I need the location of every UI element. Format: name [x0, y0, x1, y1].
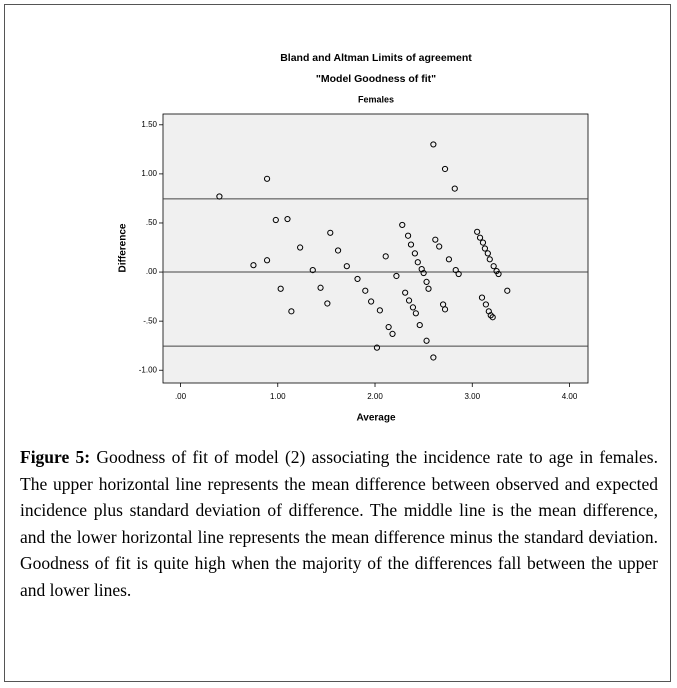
- point: [495, 270, 502, 278]
- point: [445, 256, 453, 263]
- y-axis-label: Difference: [118, 223, 129, 272]
- point: [393, 272, 400, 280]
- point: [354, 275, 361, 283]
- point: [385, 323, 392, 331]
- point: [362, 287, 369, 294]
- chart: Bland and Altman Limits of agreement "Mo…: [118, 52, 589, 424]
- point: [489, 314, 496, 321]
- point: [412, 310, 419, 317]
- point: [436, 243, 443, 250]
- caption: Figure 5: Goodness of fit of model (2) a…: [20, 444, 658, 603]
- point: [479, 239, 487, 246]
- point: [407, 241, 415, 248]
- point: [317, 284, 324, 291]
- point: [451, 185, 458, 192]
- point: [272, 216, 279, 224]
- point: [455, 270, 462, 278]
- point: [277, 285, 284, 292]
- point: [284, 215, 291, 223]
- x-tick-label: 2.00: [367, 392, 383, 401]
- y-tick-label: .50: [146, 218, 158, 227]
- point: [425, 285, 432, 292]
- point: [389, 330, 396, 338]
- point: [420, 269, 427, 277]
- point: [334, 247, 342, 254]
- point: [432, 236, 439, 243]
- x-tick-label: 3.00: [464, 392, 480, 401]
- point: [288, 308, 295, 315]
- point: [409, 304, 417, 311]
- x-tick-label: 4.00: [562, 392, 578, 401]
- point: [430, 354, 437, 361]
- point: [478, 294, 486, 301]
- point: [263, 257, 271, 264]
- caption-text: Goodness of fit of model (2) associating…: [20, 447, 658, 600]
- plot-area: [162, 113, 589, 384]
- point: [452, 266, 459, 274]
- y-tick-label: 1.50: [141, 120, 157, 129]
- point: [404, 232, 412, 239]
- x-axis-label: Average: [356, 413, 396, 424]
- point: [504, 287, 511, 294]
- y-tick-label: .00: [146, 267, 158, 276]
- point: [423, 337, 430, 344]
- chart-subtitle: "Model Goodness of fit": [316, 73, 436, 85]
- point: [309, 266, 316, 274]
- point: [481, 245, 489, 252]
- point: [373, 344, 381, 351]
- y-tick-label: -1.00: [139, 365, 158, 374]
- point: [368, 298, 375, 305]
- point: [376, 307, 383, 314]
- y-tick-label: 1.00: [141, 169, 157, 178]
- point: [405, 297, 413, 304]
- point: [324, 300, 331, 307]
- point: [486, 256, 493, 263]
- point: [402, 289, 409, 296]
- y-tick-label: -.50: [143, 316, 157, 325]
- point: [416, 321, 423, 329]
- point: [411, 250, 418, 257]
- point: [327, 229, 334, 236]
- point: [476, 234, 484, 241]
- point: [414, 259, 421, 266]
- point: [216, 193, 223, 200]
- point: [297, 244, 304, 251]
- point: [474, 228, 481, 235]
- point: [250, 262, 257, 269]
- point: [423, 278, 430, 285]
- caption-label: Figure 5:: [20, 447, 91, 467]
- point: [430, 141, 437, 148]
- point: [487, 312, 494, 319]
- x-tick-label: 1.00: [270, 392, 286, 401]
- point: [263, 175, 271, 182]
- point: [441, 165, 449, 173]
- panel-title: Females: [358, 94, 394, 104]
- point: [490, 263, 497, 270]
- x-tick-label: .00: [175, 392, 187, 401]
- figure-frame: [4, 4, 671, 682]
- point: [343, 263, 350, 270]
- chart-title: Bland and Altman Limits of agreement: [280, 52, 472, 64]
- point: [382, 253, 389, 260]
- point: [484, 250, 491, 257]
- point: [399, 221, 406, 229]
- point: [482, 301, 489, 308]
- point: [441, 306, 449, 313]
